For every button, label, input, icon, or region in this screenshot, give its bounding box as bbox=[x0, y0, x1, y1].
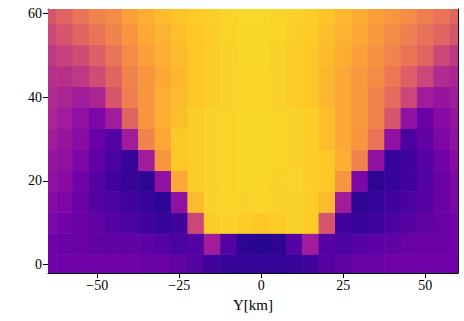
svg-text:50: 50 bbox=[418, 278, 432, 293]
svg-text:25: 25 bbox=[336, 278, 350, 293]
svg-text:0: 0 bbox=[258, 278, 265, 293]
svg-text:20: 20 bbox=[28, 173, 42, 188]
svg-text:40: 40 bbox=[28, 90, 42, 105]
svg-text:Y[km]: Y[km] bbox=[233, 297, 273, 313]
svg-text:60: 60 bbox=[28, 6, 42, 21]
svg-text:−50: −50 bbox=[86, 278, 108, 293]
svg-text:0: 0 bbox=[35, 257, 42, 272]
svg-text:−25: −25 bbox=[168, 278, 190, 293]
